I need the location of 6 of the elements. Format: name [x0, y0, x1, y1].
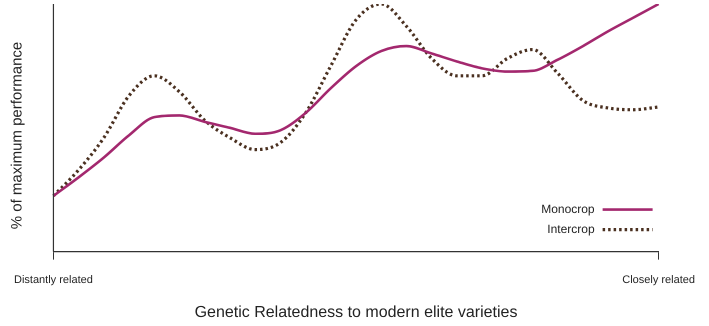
- y-axis-title: % of maximum performance: [8, 41, 26, 229]
- legend-label: Monocrop: [541, 202, 595, 216]
- x-axis-title: Genetic Relatedness to modern elite varieties: [194, 304, 518, 321]
- x-tick-label: Distantly related: [14, 274, 93, 286]
- legend-label: Intercrop: [547, 222, 595, 236]
- x-tick-label: Closely related: [622, 274, 696, 286]
